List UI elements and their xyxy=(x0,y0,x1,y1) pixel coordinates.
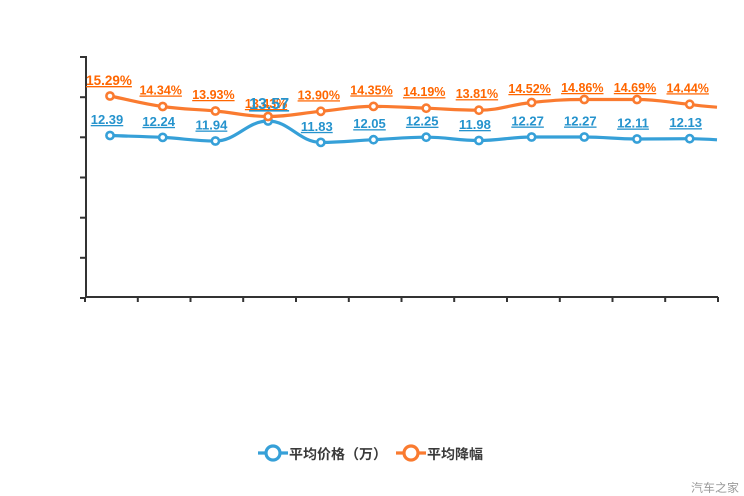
svg-text:14.69%: 14.69% xyxy=(614,81,656,95)
svg-text:13.93%: 13.93% xyxy=(192,88,234,102)
svg-text:12.27: 12.27 xyxy=(564,114,597,129)
svg-text:12.05: 12.05 xyxy=(353,116,386,131)
svg-text:14.52%: 14.52% xyxy=(508,82,550,96)
svg-text:12.24: 12.24 xyxy=(142,114,175,129)
svg-text:14.35%: 14.35% xyxy=(350,83,392,97)
svg-text:14.86%: 14.86% xyxy=(561,81,603,95)
svg-text:13.43%: 13.43% xyxy=(245,97,287,111)
svg-text:15.29%: 15.29% xyxy=(86,73,132,88)
svg-text:14.19%: 14.19% xyxy=(403,85,445,99)
svg-text:14.44%: 14.44% xyxy=(666,81,708,95)
svg-text:11.94: 11.94 xyxy=(195,118,228,133)
svg-text:13.81%: 13.81% xyxy=(456,87,498,101)
svg-text:12.11: 12.11 xyxy=(617,116,649,131)
svg-text:12.39: 12.39 xyxy=(91,112,124,127)
svg-text:14.34%: 14.34% xyxy=(139,84,181,98)
svg-text:12.13: 12.13 xyxy=(669,115,702,130)
svg-text:12.27: 12.27 xyxy=(511,114,544,129)
svg-text:11.83: 11.83 xyxy=(301,119,333,134)
svg-text:12.25: 12.25 xyxy=(406,114,439,129)
svg-text:11.98: 11.98 xyxy=(459,117,491,132)
svg-text:13.90%: 13.90% xyxy=(298,88,340,102)
svg-text:13.57: 13.57 xyxy=(249,96,289,113)
